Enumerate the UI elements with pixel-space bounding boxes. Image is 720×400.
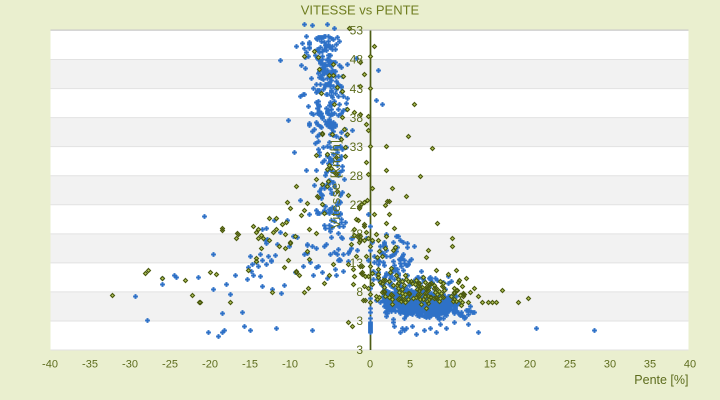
svg-text:30: 30 bbox=[604, 359, 616, 371]
svg-text:28: 28 bbox=[350, 169, 364, 183]
svg-text:-5: -5 bbox=[325, 359, 335, 371]
svg-text:25: 25 bbox=[564, 359, 576, 371]
svg-text:40: 40 bbox=[684, 359, 696, 371]
svg-text:0: 0 bbox=[367, 359, 373, 371]
svg-text:10: 10 bbox=[444, 359, 456, 371]
svg-text:-15: -15 bbox=[242, 359, 258, 371]
svg-text:-35: -35 bbox=[82, 359, 98, 371]
svg-text:53: 53 bbox=[350, 24, 364, 38]
svg-text:18: 18 bbox=[350, 227, 364, 241]
svg-text:48: 48 bbox=[350, 53, 364, 67]
svg-text:-30: -30 bbox=[122, 359, 138, 371]
svg-text:-20: -20 bbox=[202, 359, 218, 371]
svg-text:5: 5 bbox=[407, 359, 413, 371]
svg-text:-40: -40 bbox=[42, 359, 58, 371]
svg-text:15: 15 bbox=[484, 359, 496, 371]
svg-text:38: 38 bbox=[350, 111, 364, 125]
svg-text:-10: -10 bbox=[282, 359, 298, 371]
svg-text:VITESSE vs PENTE: VITESSE vs PENTE bbox=[301, 3, 420, 18]
svg-text:Pente [%]: Pente [%] bbox=[634, 373, 688, 387]
svg-text:23: 23 bbox=[350, 198, 364, 212]
svg-text:33: 33 bbox=[350, 140, 364, 154]
svg-text:3: 3 bbox=[356, 314, 363, 328]
svg-text:13: 13 bbox=[350, 256, 364, 270]
svg-text:35: 35 bbox=[644, 359, 656, 371]
svg-text:20: 20 bbox=[524, 359, 536, 371]
svg-text:43: 43 bbox=[350, 82, 364, 96]
svg-text:3: 3 bbox=[356, 343, 363, 357]
svg-text:-25: -25 bbox=[162, 359, 178, 371]
svg-text:Vitesse [km/h]: Vitesse [km/h] bbox=[328, 139, 343, 228]
svg-text:8: 8 bbox=[356, 285, 363, 299]
